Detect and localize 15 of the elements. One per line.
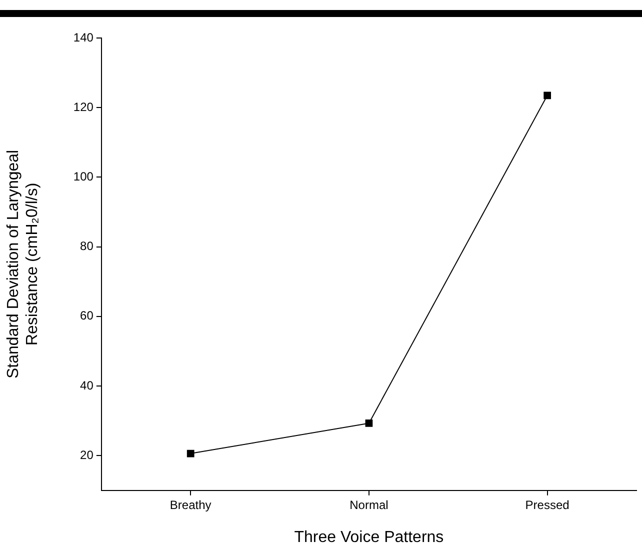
- y-tick-label: 40: [80, 378, 94, 392]
- x-tick-label: Normal: [350, 498, 388, 512]
- y-tick-label: 100: [73, 170, 94, 184]
- point: [365, 420, 373, 427]
- y-tick-label: 120: [73, 100, 94, 114]
- x-axis-title: Three Voice Patterns: [294, 528, 444, 546]
- x-tick-label: Breathy: [170, 498, 212, 512]
- y-tick-label: 140: [73, 30, 94, 44]
- y-tick-label: 80: [80, 239, 94, 254]
- y-tick-label: 60: [80, 308, 94, 323]
- point: [544, 92, 551, 100]
- y-tick-label: 20: [80, 448, 94, 462]
- y-axis-title: Standard Deviation of Laryngeal Resistance (cmH₂0/l/s): [5, 150, 42, 378]
- point: [186, 450, 194, 458]
- x-tick-label: Pressed: [525, 498, 570, 512]
